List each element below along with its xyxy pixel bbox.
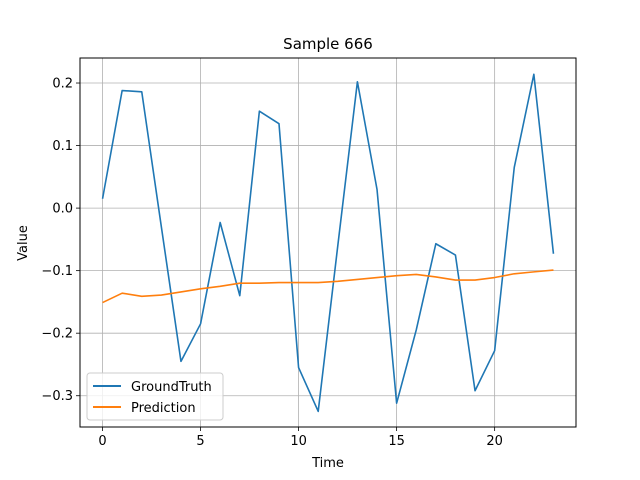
y-tick-label: −0.2 xyxy=(41,327,73,342)
y-tick-label: −0.3 xyxy=(41,389,73,404)
chart-title: Sample 666 xyxy=(283,35,373,53)
plot-area-frame xyxy=(79,57,577,428)
x-tick-label: 0 xyxy=(98,434,106,449)
series-lines xyxy=(101,73,555,413)
y-tick-label: −0.1 xyxy=(41,264,73,279)
x-tick-label: 10 xyxy=(290,434,307,449)
legend: GroundTruth Prediction xyxy=(86,372,224,421)
x-tick-label: 15 xyxy=(388,434,405,449)
y-axis-label: Value xyxy=(16,225,31,261)
grid xyxy=(80,58,576,427)
y-tick-label: 0.0 xyxy=(52,202,73,217)
x-axis-label: Time xyxy=(311,456,344,471)
x-tick-label: 20 xyxy=(486,434,503,449)
y-tick-label: 0.1 xyxy=(52,139,73,154)
legend-label-groundtruth: GroundTruth xyxy=(131,380,212,395)
x-tick-label: 5 xyxy=(196,434,204,449)
legend-box xyxy=(86,372,224,421)
series-line-groundtruth xyxy=(101,73,555,413)
legend-label-prediction: Prediction xyxy=(131,401,196,416)
y-tick-label: 0.2 xyxy=(52,77,73,92)
axis-ticks: 0 5 10 15 20 −0.3 −0.2 −0.1 0.0 0.1 0.2 xyxy=(41,77,502,449)
series-line-prediction xyxy=(102,269,554,304)
